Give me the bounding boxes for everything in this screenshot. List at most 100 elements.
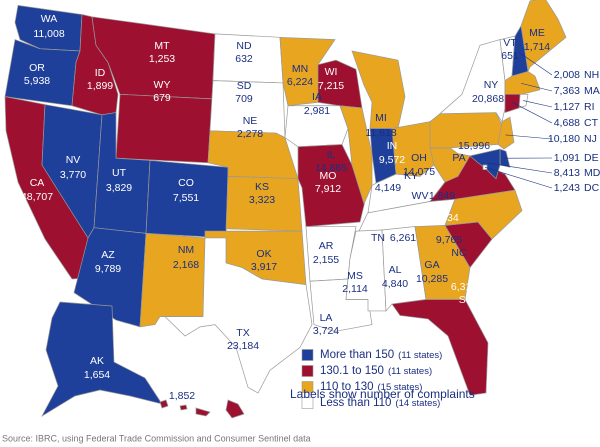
state-abbr: TN	[371, 232, 385, 244]
legend-count: (11 states)	[388, 366, 432, 377]
state-value: 7,912	[315, 183, 341, 195]
legend-count: (11 states)	[398, 350, 442, 361]
state-abbr: GA	[424, 259, 439, 271]
state-value: 1,714	[524, 41, 550, 53]
state-abbr: WA	[41, 13, 58, 25]
state-shape	[497, 116, 515, 150]
state-abbr: DE	[584, 152, 599, 164]
state-abbr: SC	[459, 294, 474, 306]
state-labels: WA11,008OR5,938CA48,707NV3,770ID1,899MT1…	[21, 13, 600, 411]
state-value: 2,278	[237, 128, 263, 140]
state-abbr: MI	[375, 112, 387, 124]
state-value: 1,253	[149, 53, 175, 65]
state-value: 10,180	[548, 133, 580, 145]
state-abbr: PA	[452, 152, 465, 164]
legend-label-text: 110 to 130	[320, 381, 374, 393]
state-shape	[520, 0, 567, 73]
state-value: 6,312	[451, 281, 477, 293]
state-value: 11,234	[427, 212, 458, 224]
state-value: 3,829	[106, 182, 132, 194]
state-value: 11,008	[33, 28, 64, 40]
state-value: 14,885	[315, 162, 347, 174]
state-value: 4,688	[554, 117, 580, 129]
state-abbr: WV	[412, 190, 429, 202]
state-value: 1,654	[84, 369, 110, 381]
state-abbr: AL	[389, 264, 402, 276]
state-abbr: OK	[256, 248, 271, 260]
state-value: 3,770	[60, 169, 86, 181]
state-abbr: KS	[255, 181, 269, 193]
source: Source: IBRC, using Federal Trade Commis…	[2, 433, 311, 443]
state-abbr: AZ	[101, 249, 115, 261]
state-value: 7,215	[318, 80, 344, 92]
state-value: 2,981	[304, 105, 330, 117]
legend-label: More than 150 (11 states)	[320, 349, 442, 361]
state-abbr: MA	[584, 85, 600, 97]
state-abbr: CT	[584, 117, 599, 129]
state-abbr: MN	[292, 63, 308, 75]
state-abbr: ND	[236, 40, 252, 52]
legend-label: 110 to 130 (15 states)	[320, 381, 422, 393]
state-value: 3,724	[313, 325, 339, 337]
state-value: 632	[235, 53, 253, 65]
leader-line	[518, 52, 553, 76]
legend-note: Labels show number of complaints	[290, 387, 475, 401]
state-value: 1,849	[429, 190, 455, 202]
state-abbr: UT	[112, 167, 127, 179]
state-value: 8,413	[554, 167, 580, 179]
legend-label-text: 130.1 to 150	[320, 365, 384, 377]
state-abbr: TX	[236, 327, 249, 339]
state-shape	[164, 237, 313, 394]
state-value: 2,168	[173, 259, 199, 271]
state-abbr: VT	[503, 37, 517, 49]
state-shape	[195, 407, 211, 417]
legend-swatch	[301, 365, 314, 377]
state-abbr: NE	[243, 115, 258, 127]
state-value: 23,184	[227, 340, 259, 352]
state-abbr: MS	[347, 270, 363, 282]
state-abbr: HI	[177, 376, 188, 388]
legend: More than 150 (11 states) 130.1 to 150 (11 …	[301, 349, 442, 409]
state-abbr: MD	[584, 167, 600, 179]
state-value: 1,899	[87, 80, 113, 92]
state-shape	[414, 225, 471, 300]
leader-line	[512, 102, 553, 124]
state-abbr: NY	[484, 79, 499, 91]
state-value: 14,075	[403, 166, 435, 178]
state-abbr: KY	[404, 170, 418, 182]
state-abbr: CA	[30, 177, 45, 189]
state-abbr: IA	[312, 91, 322, 103]
legend-label: Less than 110 (14 states)	[320, 397, 440, 409]
state-value: 1,243	[554, 182, 580, 194]
state-value: 651	[501, 50, 519, 62]
state-shape	[115, 93, 213, 164]
leader-line	[484, 166, 553, 189]
state-value: 7,363	[554, 85, 580, 97]
state-value: 20,868	[472, 93, 504, 105]
state-shape	[159, 399, 169, 409]
state-shape	[297, 144, 367, 227]
state-value: 15,996	[458, 140, 490, 152]
state-value: 1,852	[169, 390, 195, 402]
state-shape	[179, 404, 188, 411]
leader-line	[520, 82, 553, 92]
legend-swatch	[301, 349, 314, 361]
state-value: 10,285	[416, 273, 448, 285]
state-abbr: AR	[319, 240, 334, 252]
legend-label: 130.1 to 150 (11 states)	[320, 365, 432, 377]
state-shape	[469, 148, 501, 180]
state-value: 5,938	[24, 75, 50, 87]
leader-line	[487, 162, 553, 174]
state-value: 6,224	[287, 76, 313, 88]
leader-line	[505, 134, 553, 140]
state-shape	[391, 299, 489, 396]
legend-count: (14 states)	[395, 398, 440, 409]
state-value: 48,707	[21, 191, 53, 203]
state-value: 3,323	[249, 194, 275, 206]
state-value: 679	[153, 92, 171, 104]
state-abbr: LA	[320, 312, 333, 324]
legend-swatch	[301, 381, 314, 393]
state-abbr: CO	[178, 177, 194, 189]
legend-swatch	[301, 397, 314, 409]
